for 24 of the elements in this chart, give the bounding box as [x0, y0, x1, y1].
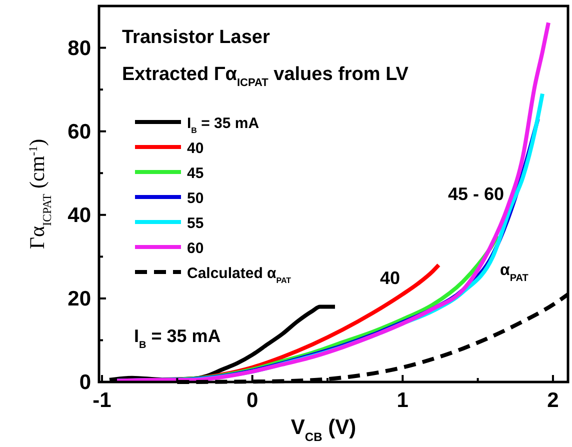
legend-label: 55 [187, 215, 204, 232]
y-tick-label: 80 [68, 36, 91, 60]
annotation: 45 - 60 [448, 184, 504, 204]
annotation: I$_{B}$ = 35 mA [134, 326, 221, 350]
annotation: α$_{PAT}$ [500, 262, 528, 284]
legend-label: 40 [187, 140, 204, 157]
annotation: 40 [380, 268, 400, 288]
legend-label: 45 [187, 165, 204, 182]
text: Transistor Laser [122, 27, 270, 48]
legend-label: 50 [187, 190, 204, 207]
y-tick-label: 60 [68, 120, 91, 144]
x-tick-label: 0 [246, 389, 258, 412]
x-tick-label: -1 [92, 389, 112, 412]
line-series [115, 20, 550, 383]
y-tick-label: 20 [68, 287, 91, 310]
legend-label: I$_{B}$ = 35 mA [187, 115, 260, 134]
x-axis-title: V$_{CB}$ (V) [290, 416, 356, 444]
y-tick-label: 0 [79, 371, 91, 394]
y-tick-label: 40 [68, 204, 91, 227]
legend-label: 60 [187, 240, 204, 257]
x-tick-label: 1 [396, 389, 409, 412]
x-tick-label: 2 [547, 389, 559, 412]
legend-label: Calculated α$_{PAT}$ [187, 265, 292, 284]
text: Extracted Γα$_{ICPAT}$ values from LV [122, 64, 409, 89]
